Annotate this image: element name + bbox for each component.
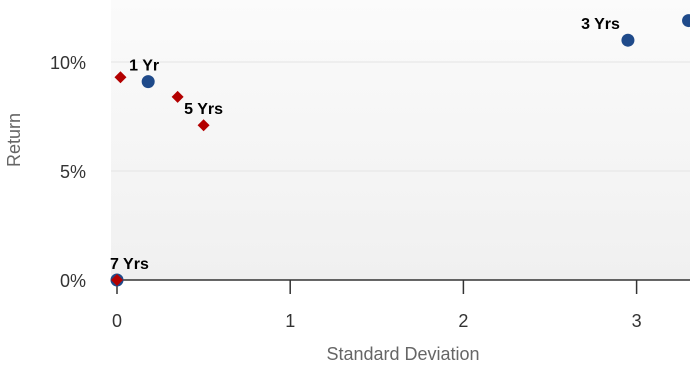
tick-labels: 0% 5% 10% 0 1 2 3 bbox=[50, 53, 642, 331]
point-label: 1 Yr bbox=[129, 58, 159, 75]
x-tick-label: 3 bbox=[632, 311, 642, 331]
y-tick-label: 5% bbox=[60, 162, 86, 182]
point-labels: 1 Yr 3 Yrs 7 Yrs 5 Yrs bbox=[110, 16, 620, 273]
y-tick-label: 0% bbox=[60, 271, 86, 291]
data-point-diamond bbox=[197, 119, 210, 132]
data-point-circle bbox=[141, 75, 155, 89]
data-point-circle bbox=[682, 14, 690, 28]
data-points bbox=[110, 14, 690, 287]
data-point-diamond bbox=[111, 274, 123, 286]
axes bbox=[111, 279, 690, 294]
x-tick-label: 2 bbox=[458, 311, 468, 331]
y-axis-title: Return bbox=[4, 113, 24, 167]
point-label: 5 Yrs bbox=[184, 101, 223, 118]
y-tick-label: 10% bbox=[50, 53, 86, 73]
data-point-diamond bbox=[171, 90, 184, 103]
gridlines bbox=[111, 61, 690, 172]
x-tick-label: 0 bbox=[112, 311, 122, 331]
x-axis-title: Standard Deviation bbox=[326, 344, 479, 364]
point-label: 7 Yrs bbox=[110, 256, 149, 273]
x-tick-label: 1 bbox=[285, 311, 295, 331]
data-point-diamond bbox=[114, 71, 127, 84]
data-point-circle bbox=[621, 33, 635, 47]
point-label: 3 Yrs bbox=[581, 16, 620, 33]
plot-area bbox=[111, 0, 690, 280]
